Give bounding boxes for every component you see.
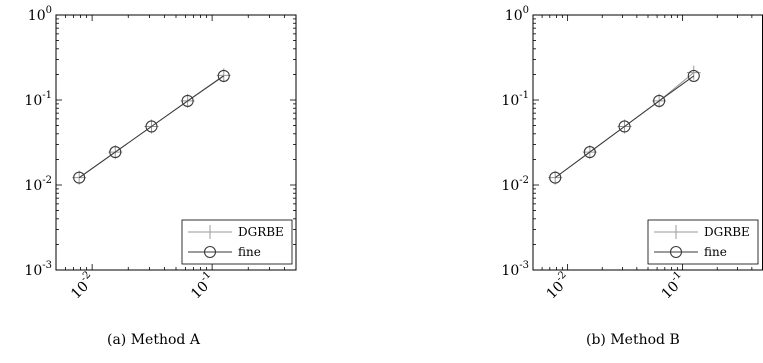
plot-b: 10-3 10-2 10-1 100 10-2 10-1 DGRBE fine: [501, 5, 763, 302]
data-point: [73, 171, 86, 184]
y-tick-label: 10-2: [501, 175, 529, 194]
x-tick-label: 10-2: [542, 269, 575, 302]
legend-marker: [203, 245, 217, 259]
data-point: [217, 69, 230, 82]
y-tick-label: 10-1: [501, 90, 529, 109]
y-tick-label: 10-2: [24, 175, 52, 194]
legend-label: fine: [238, 245, 261, 259]
caption-b: (b) Method B: [586, 332, 680, 348]
legend-box: [181, 219, 293, 265]
legend: DGRBE fine: [647, 219, 759, 265]
legend: DGRBE fine: [181, 219, 293, 265]
ticks: [55, 15, 297, 271]
caption-a: (a) Method A: [107, 332, 200, 348]
series-fine: [73, 69, 230, 184]
data-point: [548, 170, 563, 185]
ticks: [532, 15, 753, 271]
y-tick-label: 10-3: [501, 260, 529, 279]
data-point: [549, 171, 562, 184]
data-point: [145, 120, 158, 133]
x-tick-label: 10-1: [186, 269, 219, 302]
x-tick-label: 10-1: [657, 269, 690, 302]
legend-marker: [669, 225, 683, 239]
x-tick-label: 10-2: [66, 269, 99, 302]
y-tick-label: 100: [28, 5, 52, 24]
data-point: [109, 146, 122, 159]
legend-label: fine: [704, 245, 727, 259]
legend-label: DGRBE: [704, 225, 750, 239]
data-point: [181, 94, 194, 107]
y-tick-label: 10-3: [24, 260, 52, 279]
legend-box: [647, 219, 759, 265]
data-point: [618, 120, 631, 133]
data-point: [653, 94, 666, 107]
data-point: [583, 146, 596, 159]
series-line: [78, 75, 225, 179]
data-point: [687, 69, 700, 82]
plot-a: 10-3 10-2 10-1 100 10-2 10-1 DGRBE fine: [24, 5, 297, 302]
series-fine: [549, 69, 700, 184]
legend-marker: [203, 225, 217, 239]
series-line: [554, 75, 695, 179]
legend-marker: [669, 245, 683, 259]
y-tick-label: 100: [505, 5, 529, 24]
legend-label: DGRBE: [238, 225, 284, 239]
y-tick-label: 10-1: [24, 90, 52, 109]
series-dgrbe: [548, 65, 701, 185]
